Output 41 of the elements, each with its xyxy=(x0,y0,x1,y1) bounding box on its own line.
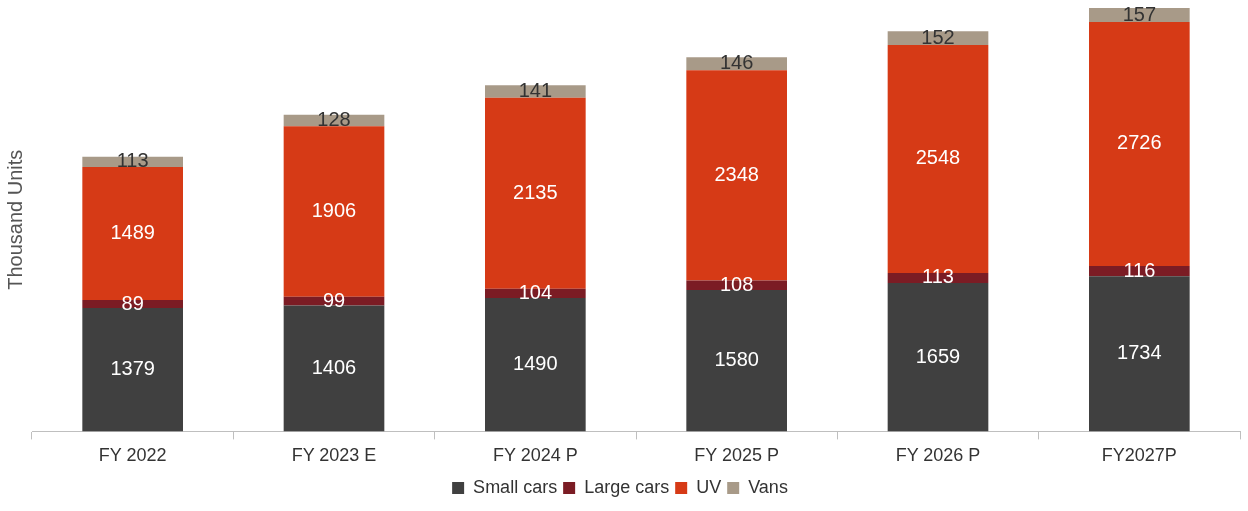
y-axis-title: Thousand Units xyxy=(3,149,26,290)
data-label: 116 xyxy=(1123,258,1156,281)
data-label: 1379 xyxy=(110,357,155,380)
data-label: 113 xyxy=(922,265,954,288)
data-label: 2548 xyxy=(915,146,961,169)
bar xyxy=(485,298,586,432)
data-label: 1659 xyxy=(915,344,961,367)
data-label: 1580 xyxy=(714,348,759,371)
bar xyxy=(1089,276,1190,432)
data-label: 157 xyxy=(1122,2,1157,25)
data-label: 1406 xyxy=(311,356,357,379)
x-tick-label: FY 2025 P xyxy=(694,445,780,466)
data-label: 152 xyxy=(921,25,955,48)
bar xyxy=(887,282,989,432)
bar xyxy=(283,305,385,432)
bar xyxy=(82,308,183,432)
x-tick-label: FY 2023 E xyxy=(291,445,377,466)
bar xyxy=(485,85,586,98)
x-tick-label: FY2027P xyxy=(1101,445,1177,466)
data-label: 104 xyxy=(518,280,553,303)
data-label: 1906 xyxy=(311,199,357,222)
data-label: 2348 xyxy=(714,162,759,185)
data-label: 1734 xyxy=(1117,341,1162,364)
x-tick-label: FY 2024 P xyxy=(492,445,578,466)
data-label: 128 xyxy=(317,108,351,131)
data-label: 89 xyxy=(121,291,144,314)
bar xyxy=(686,290,787,432)
data-label: 1490 xyxy=(513,352,558,375)
data-label: 1489 xyxy=(110,220,155,243)
legend-label: Small cars xyxy=(473,476,558,497)
data-label: 146 xyxy=(719,51,754,74)
legend-label: UV xyxy=(696,476,722,497)
data-label: 108 xyxy=(719,272,754,295)
x-tick-label: FY 2026 P xyxy=(895,445,981,466)
data-label: 99 xyxy=(322,288,346,311)
data-label: 2726 xyxy=(1117,131,1162,154)
legend-label: Vans xyxy=(748,476,788,497)
x-tick-label: FY 2022 xyxy=(98,445,167,466)
data-label: 2135 xyxy=(513,180,558,203)
data-label: 141 xyxy=(518,79,553,102)
legend-label: Large cars xyxy=(584,476,670,497)
